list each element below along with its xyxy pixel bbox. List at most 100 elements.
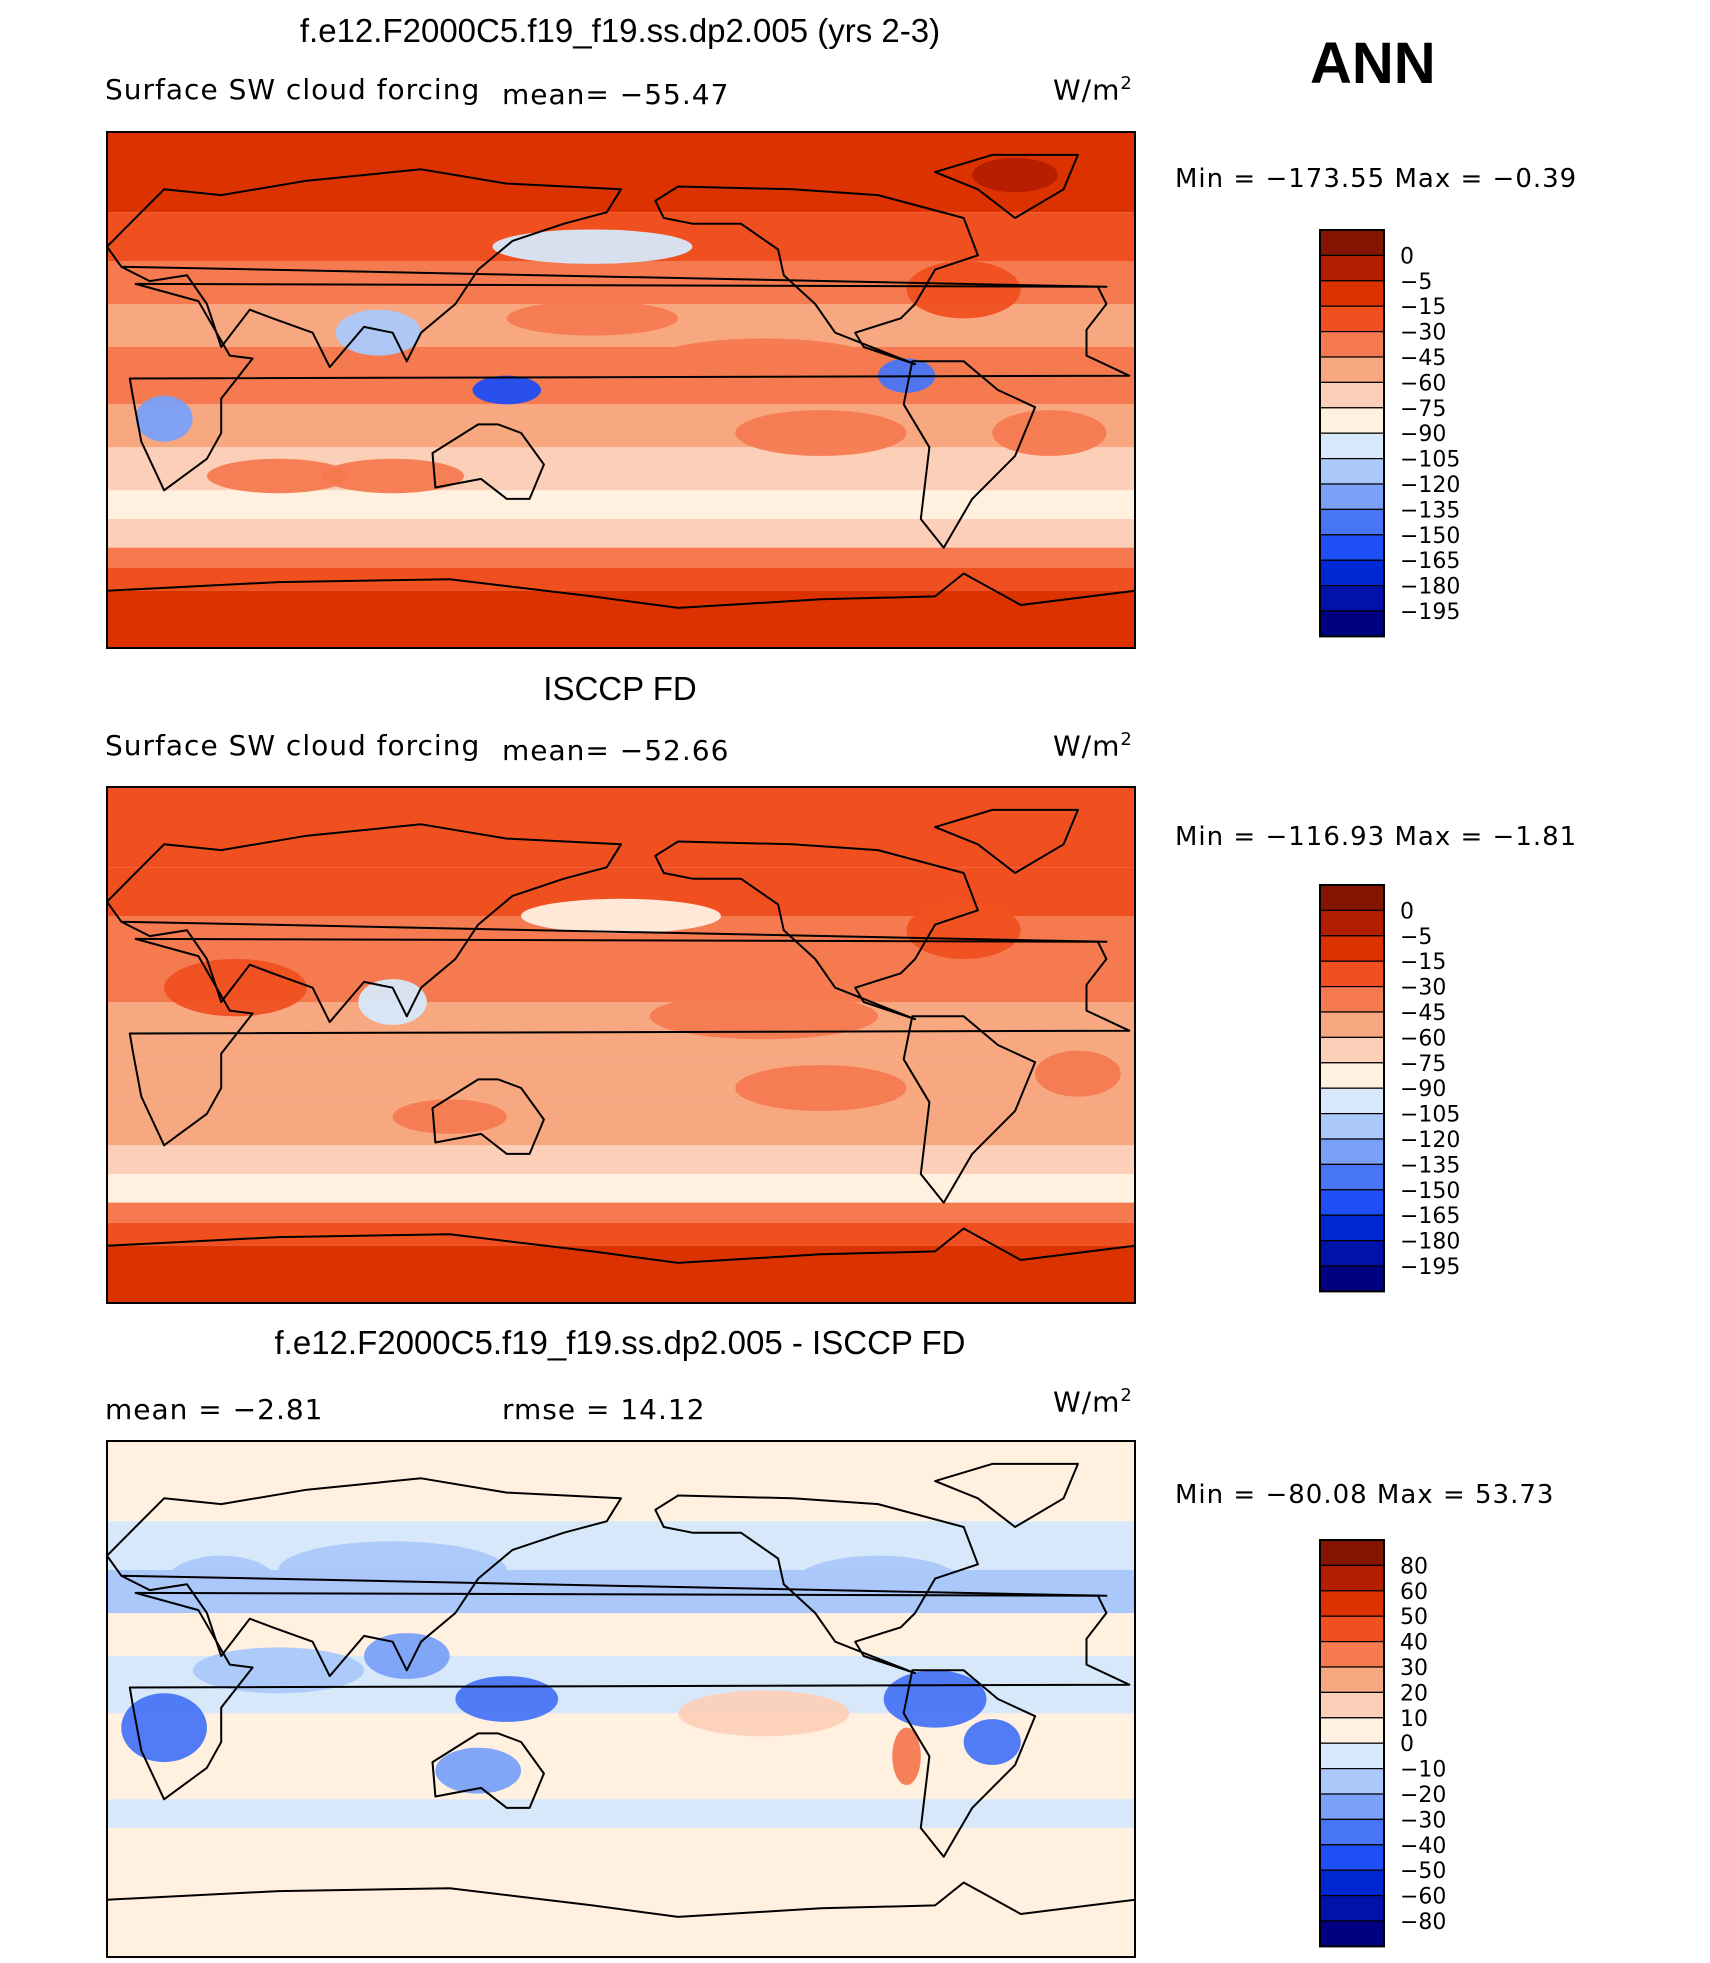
field-blob — [883, 1670, 987, 1728]
colorbar-label: 60 — [1400, 1580, 1428, 1605]
coastline — [902, 1015, 1037, 1204]
map-frame — [106, 1440, 1136, 1958]
panel1-minmax: Min = −173.55 Max = −0.39 — [1175, 164, 1578, 194]
colorbar-swatch — [1319, 1265, 1385, 1292]
field-blob — [906, 261, 1021, 319]
colorbar-2: 0−5−15−30−45−60−75−90−105−120−135−150−16… — [1319, 884, 1460, 1293]
field-blob — [678, 1690, 850, 1737]
colorbar-swatch — [1319, 356, 1385, 383]
colorbar-swatch — [1319, 559, 1385, 587]
colorbar-swatch — [1319, 331, 1385, 358]
colorbar-swatch — [1319, 884, 1385, 911]
colorbar-swatch — [1319, 458, 1385, 485]
field-band — [107, 1856, 1135, 1957]
field-band — [107, 1202, 1135, 1223]
colorbar-label: −45 — [1400, 1001, 1446, 1026]
colorbar-label: −90 — [1400, 1077, 1446, 1102]
colorbar-swatch — [1319, 1742, 1385, 1770]
coastline — [431, 423, 545, 500]
colorbar-label: −150 — [1400, 524, 1460, 549]
colorbar-label: −30 — [1400, 1808, 1446, 1833]
panel3-units: W/m2 — [1053, 1385, 1133, 1419]
colorbar-swatch — [1319, 1239, 1385, 1267]
field-band — [107, 1441, 1135, 1522]
panel3-minmax: Min = −80.08 Max = 53.73 — [1175, 1480, 1555, 1510]
colorbar-label: 30 — [1400, 1656, 1428, 1681]
colorbar-label: 0 — [1400, 244, 1414, 269]
coastline — [934, 808, 1079, 874]
map-panel-1 — [106, 131, 1136, 649]
colorbar-label: −60 — [1400, 371, 1446, 396]
field-blob — [992, 410, 1107, 456]
field-blob — [972, 157, 1058, 193]
field-blob — [455, 1676, 559, 1722]
colorbar-label: −180 — [1400, 1230, 1460, 1255]
colorbar-label: −195 — [1400, 1255, 1460, 1280]
field-blob — [435, 1747, 522, 1794]
colorbar-swatch — [1319, 1087, 1385, 1115]
coastline — [107, 572, 1135, 648]
coastline — [107, 168, 1108, 369]
panel2-minmax: Min = −116.93 Max = −1.81 — [1175, 822, 1578, 852]
colorbar-label: −60 — [1400, 1026, 1446, 1051]
field-blob — [392, 1099, 507, 1134]
colorbar-swatch — [1319, 1590, 1385, 1617]
field-band — [107, 1570, 1135, 1613]
field-band — [107, 1174, 1135, 1203]
colorbar-label: 50 — [1400, 1605, 1428, 1630]
colorbar-swatch — [1319, 305, 1385, 333]
colorbar-label: −195 — [1400, 600, 1460, 625]
colorbar-label: −45 — [1400, 346, 1446, 371]
field-band — [107, 519, 1135, 548]
colorbar-label: −80 — [1400, 1910, 1446, 1935]
field-blob — [735, 410, 907, 456]
colorbar-label: 20 — [1400, 1681, 1428, 1706]
colorbar-label: −5 — [1400, 270, 1432, 295]
field-blob — [321, 458, 464, 494]
colorbar-label: 10 — [1400, 1707, 1428, 1732]
field-blob — [135, 395, 193, 442]
field-band — [107, 1222, 1135, 1246]
coastline — [934, 1462, 1079, 1528]
field-band — [107, 567, 1135, 591]
colorbar-label: −50 — [1400, 1859, 1446, 1884]
map-frame — [106, 131, 1136, 649]
field-blob — [164, 959, 307, 1017]
field-blob — [506, 301, 679, 336]
panel3-title: f.e12.F2000C5.f19_f19.ss.dp2.005 - ISCCP… — [274, 1324, 966, 1361]
coastline — [654, 185, 979, 366]
colorbar-label: −180 — [1400, 575, 1460, 600]
colorbar-swatch — [1319, 1163, 1385, 1191]
colorbar-swatch — [1319, 1793, 1385, 1820]
colorbar-swatch — [1319, 1894, 1385, 1922]
field-band — [107, 1799, 1135, 1828]
colorbar-swatch — [1319, 1767, 1385, 1795]
field-band — [107, 404, 1135, 448]
field-band — [107, 490, 1135, 519]
colorbar-swatch — [1319, 1564, 1385, 1592]
field-blob — [206, 458, 350, 494]
colorbar-swatch — [1319, 1640, 1385, 1668]
panel2-mean: mean= −52.66 — [502, 734, 730, 767]
field-blob — [358, 979, 427, 1025]
field-blob — [735, 1065, 907, 1111]
colorbar-swatch — [1319, 1539, 1385, 1566]
season-label: ANN — [1310, 31, 1436, 96]
colorbar-swatch — [1319, 985, 1385, 1013]
map-frame — [106, 786, 1136, 1304]
field-blob — [278, 1541, 507, 1599]
field-band — [107, 1756, 1135, 1800]
coastline — [128, 282, 1131, 492]
colorbar-label: −20 — [1400, 1783, 1446, 1808]
colorbar-swatch — [1319, 584, 1385, 612]
colorbar-swatch — [1319, 1818, 1385, 1846]
colorbar-swatch — [1319, 1869, 1385, 1897]
colorbar-swatch — [1319, 935, 1385, 962]
field-blob — [649, 993, 878, 1040]
coastline — [107, 1881, 1135, 1957]
colorbar-swatch — [1319, 381, 1385, 409]
colorbar-swatch — [1319, 960, 1385, 988]
coastline — [107, 823, 1108, 1024]
colorbar-1: 0−5−15−30−45−60−75−90−105−120−135−150−16… — [1319, 229, 1460, 638]
